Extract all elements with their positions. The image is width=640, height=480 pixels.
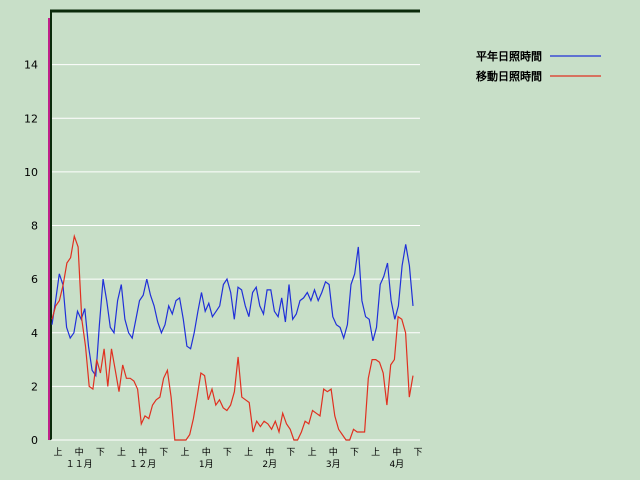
y-tick-label: 10 xyxy=(24,166,38,179)
x-tick-label: 下 xyxy=(413,448,422,458)
x-tick-label: 上 xyxy=(117,447,126,458)
series-lines xyxy=(51,233,414,441)
x-month-label: １２月 xyxy=(129,459,156,470)
x-tick-label: 下 xyxy=(223,448,232,458)
x-tick-label: 上 xyxy=(308,447,317,458)
y-tick-label: 4 xyxy=(31,327,38,340)
x-tick-label: 中 xyxy=(202,446,211,458)
x-tick-label: 下 xyxy=(96,448,105,458)
legend-label: 移動日照時間 xyxy=(476,69,542,83)
y-tick-label: 8 xyxy=(31,220,38,233)
y-tick-label: 14 xyxy=(24,59,38,72)
x-tick-label: 下 xyxy=(159,448,168,458)
x-tick-label: 下 xyxy=(286,448,295,458)
x-tick-label: 下 xyxy=(350,448,359,458)
series-line-1 xyxy=(51,233,414,441)
y-tick-label: 2 xyxy=(31,380,38,393)
y-tick-label: 0 xyxy=(31,434,38,447)
x-tick-labels: 上中１１月下上中１２月下上中1月下上中2月下上中3月下上中4月下 xyxy=(53,446,422,470)
series-line-0 xyxy=(51,244,414,378)
x-tick-label: 中 xyxy=(75,446,84,458)
x-month-label: 3月 xyxy=(326,459,341,470)
legend-label: 平年日照時間 xyxy=(476,49,542,63)
x-month-label: 4月 xyxy=(389,459,404,470)
x-month-label: 1月 xyxy=(199,459,214,470)
x-tick-label: 中 xyxy=(329,446,338,458)
x-tick-label: 中 xyxy=(265,446,274,458)
y-tick-label: 6 xyxy=(31,273,38,286)
y-tick-label: 12 xyxy=(24,112,38,125)
x-tick-label: 上 xyxy=(53,447,62,458)
x-tick-label: 上 xyxy=(244,447,253,458)
x-tick-label: 中 xyxy=(138,446,147,458)
y-tick-labels: 0 2 4 6 8 10 12 14 xyxy=(24,59,38,447)
x-month-label: 2月 xyxy=(262,459,277,470)
x-tick-label: 中 xyxy=(392,446,401,458)
grid xyxy=(51,64,420,387)
x-tick-label: 上 xyxy=(181,447,190,458)
x-month-label: １１月 xyxy=(66,459,93,470)
x-tick-label: 上 xyxy=(371,447,380,458)
